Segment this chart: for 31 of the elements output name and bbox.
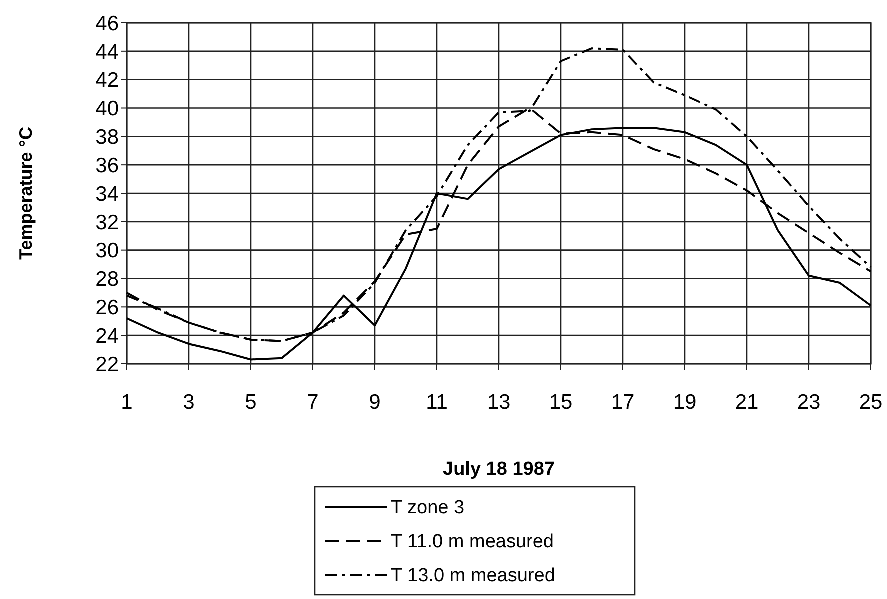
- legend-label: T 13.0 m measured: [391, 566, 556, 587]
- x-tick-label: 17: [611, 391, 635, 414]
- y-tick-label: 40: [96, 98, 119, 121]
- y-tick-label: 30: [96, 240, 119, 263]
- x-tick-label: 23: [797, 391, 821, 414]
- x-tick-label: 3: [183, 391, 195, 414]
- y-tick-label: 26: [96, 296, 119, 320]
- legend-label: T 11.0 m measured: [391, 532, 554, 553]
- y-tick-label: 36: [96, 154, 119, 178]
- y-tick-label: 42: [96, 69, 119, 92]
- legend-label: T zone 3: [391, 498, 465, 519]
- x-tick-label: 15: [549, 391, 573, 414]
- y-tick-label: 34: [96, 182, 120, 206]
- x-tick-label: 7: [307, 391, 319, 414]
- x-tick-label: 1: [121, 391, 133, 414]
- y-tick-label: 38: [96, 126, 119, 150]
- y-tick-label: 24: [96, 324, 120, 348]
- x-tick-label: 25: [859, 391, 883, 414]
- x-tick-label: 21: [735, 391, 759, 414]
- y-tick-label: 46: [96, 12, 119, 36]
- y-axis-title: Temperature °C: [16, 127, 36, 260]
- y-tick-label: 44: [96, 40, 120, 64]
- x-tick-label: 13: [487, 391, 511, 414]
- y-tick-label: 22: [96, 353, 119, 376]
- x-tick-label: 9: [369, 391, 381, 414]
- y-tick-label: 32: [96, 211, 119, 234]
- x-axis-title: July 18 1987: [443, 459, 555, 480]
- x-tick-label: 5: [245, 391, 257, 414]
- y-tick-label: 28: [96, 268, 119, 292]
- x-tick-label: 19: [673, 391, 697, 414]
- x-tick-label: 11: [426, 391, 448, 414]
